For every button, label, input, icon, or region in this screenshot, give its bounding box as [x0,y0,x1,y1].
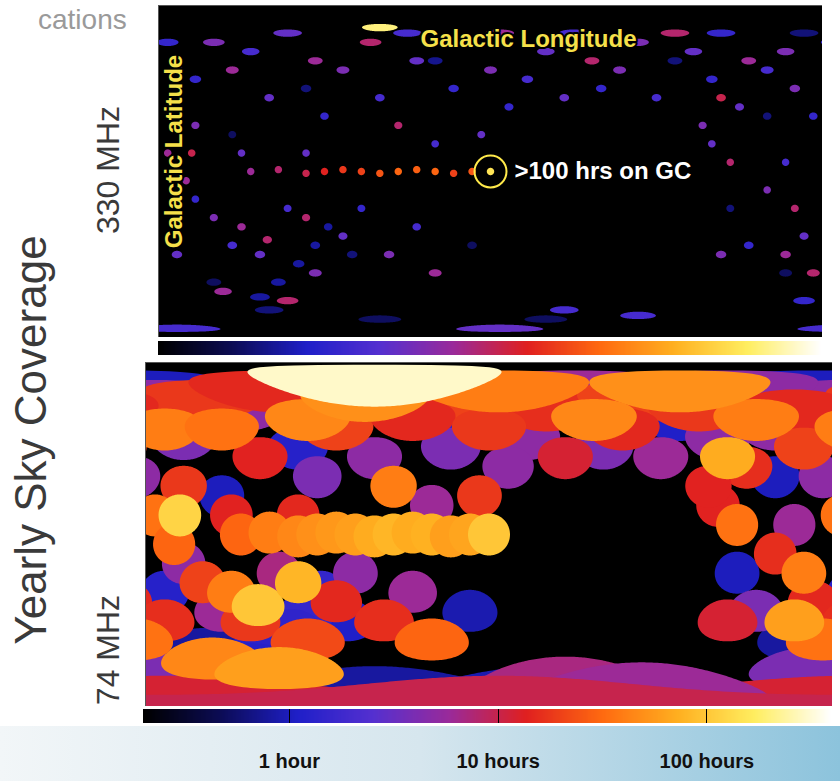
svg-text:10 hours: 10 hours [456,750,539,772]
svg-text:Galactic Latitude: Galactic Latitude [160,55,187,248]
svg-text:1 hour: 1 hour [259,750,320,772]
html-text:Yearly Sky Coverage: Yearly Sky Coverage [6,235,55,645]
html-text:330 MHz: 330 MHz [90,106,126,234]
svg-text:>100 hrs on GC: >100 hrs on GC [515,157,692,184]
svg-text:Galactic Longitude: Galactic Longitude [420,25,636,52]
html-text:74 MHz: 74 MHz [90,594,126,706]
html-text:cations: cations [38,4,127,35]
svg-text:100 hours: 100 hours [660,750,754,772]
